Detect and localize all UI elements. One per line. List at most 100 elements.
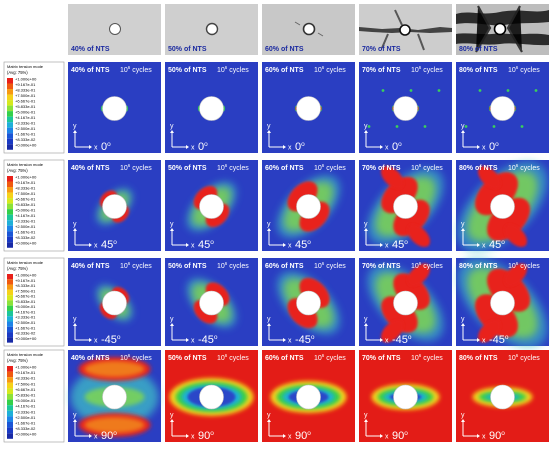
x-axis-label: x xyxy=(385,243,389,250)
legend-swatch xyxy=(7,284,13,290)
x-axis-label: x xyxy=(94,434,98,441)
cycles-label: 106 cycles xyxy=(217,163,249,172)
legend-column: Matrix tension mode(Avg: 75%)+1.000e+00+… xyxy=(3,61,65,443)
nts-label: 50% of NTS xyxy=(168,165,207,172)
legend-swatch xyxy=(7,231,13,237)
cycles-label: 106 cycles xyxy=(411,353,443,362)
y-axis-label: y xyxy=(364,221,368,228)
x-axis-label: x xyxy=(288,338,292,345)
y-axis-label: y xyxy=(364,316,368,323)
legend-swatch xyxy=(7,236,13,243)
x-axis-label: x xyxy=(482,434,486,441)
y-axis-label: y xyxy=(461,221,465,228)
fiber-angle-label: 90o xyxy=(392,430,408,442)
legend-swatch xyxy=(7,192,13,199)
axis-triad: xy xyxy=(267,221,292,250)
hole xyxy=(102,96,127,121)
fiber-angle-label: 90o xyxy=(101,430,117,442)
legend-swatch xyxy=(7,289,13,296)
y-axis-label: y xyxy=(170,412,174,419)
nts-label: 70% of NTS xyxy=(362,355,401,362)
photo-label: 40% of NTS xyxy=(71,46,110,53)
nts-label: 40% of NTS xyxy=(71,67,110,74)
legend-value: +9.167e-01 xyxy=(15,82,36,87)
y-axis-label: y xyxy=(170,123,174,130)
legend-swatch xyxy=(7,116,13,123)
x-axis-label: x xyxy=(482,338,486,345)
legend-swatch xyxy=(7,100,13,106)
axis-triad: xy xyxy=(461,316,486,345)
legend-swatch xyxy=(7,274,13,280)
legend-value: +6.667e-01 xyxy=(15,197,36,202)
legend-value: +1.000e+00 xyxy=(15,77,37,82)
fiber-angle-label: -45o xyxy=(295,334,315,346)
legend-swatch xyxy=(7,242,13,248)
axis-triad: xy xyxy=(461,221,486,250)
hole xyxy=(296,384,321,410)
fiber-angle-label: -45o xyxy=(101,334,121,346)
legend-value: +0.000e+00 xyxy=(15,241,37,246)
legend-swatch xyxy=(7,209,13,215)
x-axis-label: x xyxy=(288,145,292,152)
y-axis-label: y xyxy=(267,221,271,228)
y-axis-label: y xyxy=(461,316,465,323)
axis-triad: xy xyxy=(267,123,292,152)
x-axis-label: x xyxy=(482,145,486,152)
legend-swatch xyxy=(7,316,13,322)
legend-value: +6.667e-01 xyxy=(15,99,36,104)
legend-swatch xyxy=(7,94,13,101)
legend-value: +5.000e-01 xyxy=(15,304,36,309)
legend-value: +4.167e-01 xyxy=(15,213,36,218)
legend-value: +5.833e-01 xyxy=(15,393,36,398)
cycles-label: 106 cycles xyxy=(314,163,346,172)
legend-title: Matrix tension mode xyxy=(7,260,44,265)
legend-value: +8.333e-01 xyxy=(15,283,36,288)
fiber-angle-label: -45o xyxy=(198,334,218,346)
hole xyxy=(199,384,224,410)
x-axis-label: x xyxy=(94,145,98,152)
cycles-label: 106 cycles xyxy=(217,353,249,362)
legend-avg: (Avg: 75%) xyxy=(7,358,28,363)
fiber-angle-label: -45o xyxy=(392,334,412,346)
hole xyxy=(490,384,515,410)
hole xyxy=(296,194,321,219)
cycles-label: 106 cycles xyxy=(120,261,152,270)
contour-legend: Matrix tension mode(Avg: 75%)+1.000e+00+… xyxy=(3,257,65,347)
x-axis-label: x xyxy=(288,243,292,250)
specimen-photo: 60% of NTS xyxy=(262,4,355,55)
legend-swatch xyxy=(7,138,13,145)
legend-value: +2.500e-01 xyxy=(15,126,36,131)
y-axis-label: y xyxy=(73,221,77,228)
legend-value: +5.000e-01 xyxy=(15,110,36,115)
fiber-angle-label: 45o xyxy=(392,239,408,251)
x-axis-label: x xyxy=(385,338,389,345)
legend-value: +7.500e-01 xyxy=(15,381,36,386)
hole xyxy=(393,96,418,121)
hole xyxy=(490,194,515,219)
fiber-angle-label: 45o xyxy=(295,239,311,251)
legend-title: Matrix tension mode xyxy=(7,352,44,357)
legend-value: +6.667e-01 xyxy=(15,387,36,392)
legend-swatch xyxy=(7,144,13,150)
hole xyxy=(102,384,127,410)
legend-value: +1.667e-01 xyxy=(15,325,36,330)
fiber-angle-label: 90o xyxy=(489,430,505,442)
x-axis-label: x xyxy=(191,243,195,250)
fiber-angle-label: 0o xyxy=(101,141,111,153)
hole xyxy=(296,290,321,316)
legend-swatch xyxy=(7,214,13,221)
y-axis-label: y xyxy=(267,316,271,323)
legend-swatch xyxy=(7,83,13,90)
photo-label: 80% of NTS xyxy=(459,46,498,53)
hole xyxy=(393,384,418,410)
